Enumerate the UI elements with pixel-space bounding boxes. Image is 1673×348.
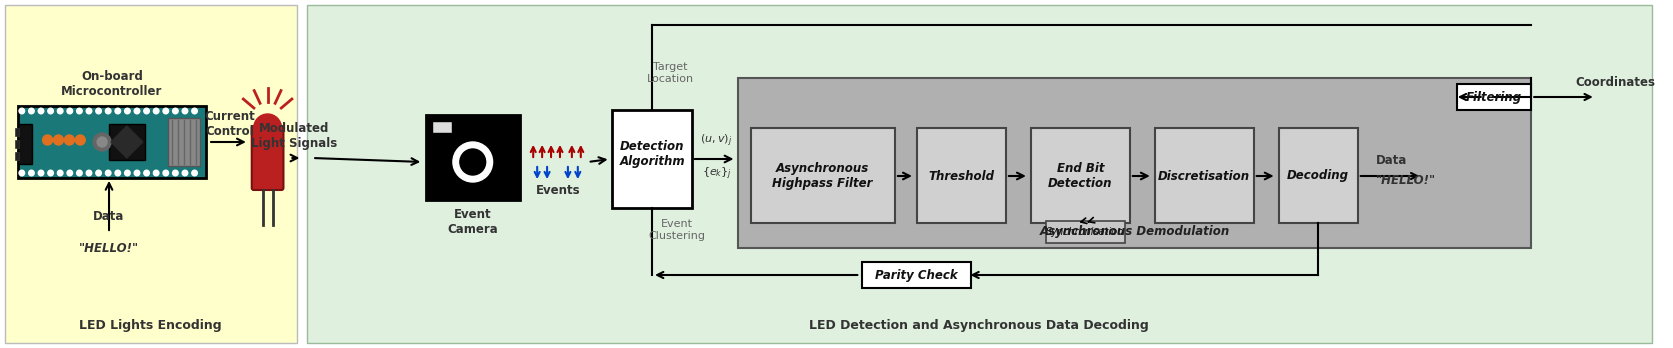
Circle shape [97, 137, 107, 147]
Bar [18, 124, 32, 164]
Bar [751, 128, 895, 223]
Circle shape [49, 108, 54, 114]
Circle shape [105, 170, 110, 176]
Text: Asynchronous Demodulation: Asynchronous Demodulation [1039, 226, 1230, 238]
Circle shape [192, 108, 197, 114]
Text: Filtering: Filtering [1464, 90, 1521, 103]
Circle shape [162, 108, 169, 114]
Circle shape [67, 170, 72, 176]
Circle shape [105, 108, 110, 114]
Circle shape [445, 134, 500, 190]
Text: LED Detection and Asynchronous Data Decoding: LED Detection and Asynchronous Data Deco… [808, 319, 1148, 332]
Bar [612, 110, 691, 208]
Bar [862, 262, 970, 288]
Text: Data: Data [94, 209, 124, 222]
Circle shape [154, 108, 159, 114]
Bar [15, 152, 18, 160]
Text: Event
Camera: Event Camera [447, 208, 499, 236]
Circle shape [57, 170, 64, 176]
Circle shape [124, 170, 130, 176]
Circle shape [95, 170, 102, 176]
Text: LED Lights Encoding: LED Lights Encoding [79, 319, 223, 332]
Circle shape [28, 170, 33, 176]
Bar [1278, 128, 1357, 223]
Circle shape [115, 170, 120, 176]
Circle shape [49, 170, 54, 176]
Circle shape [144, 108, 149, 114]
Bar [109, 124, 144, 160]
Bar [430, 121, 453, 137]
Bar [1046, 221, 1124, 243]
Bar [1456, 84, 1531, 110]
Circle shape [134, 170, 139, 176]
Text: Detection
Algorithm: Detection Algorithm [619, 140, 684, 168]
Text: "HELLO!": "HELLO!" [79, 242, 139, 254]
Text: Synchronisation: Synchronisation [1046, 227, 1124, 237]
Circle shape [64, 135, 74, 145]
Polygon shape [110, 126, 142, 158]
Circle shape [18, 108, 25, 114]
Text: Parity Check: Parity Check [875, 269, 957, 282]
Text: End Bit
Detection: End Bit Detection [1047, 162, 1113, 190]
Text: Decoding: Decoding [1287, 169, 1348, 182]
Text: On-board
Microcontroller: On-board Microcontroller [62, 70, 162, 98]
Text: Discretisation: Discretisation [1158, 169, 1250, 182]
Circle shape [460, 149, 485, 175]
Text: Data: Data [1375, 153, 1407, 166]
Circle shape [67, 108, 72, 114]
Text: "HELLO!": "HELLO!" [1375, 174, 1435, 188]
Circle shape [192, 170, 197, 176]
Circle shape [77, 108, 82, 114]
Text: Target
Location: Target Location [646, 62, 693, 84]
Circle shape [172, 170, 177, 176]
Bar [1154, 128, 1253, 223]
Circle shape [162, 170, 169, 176]
Bar [738, 78, 1531, 248]
Bar [427, 115, 520, 200]
Circle shape [38, 170, 43, 176]
Bar [1031, 128, 1129, 223]
Bar [18, 106, 206, 178]
Circle shape [182, 170, 187, 176]
Circle shape [254, 114, 281, 142]
Circle shape [77, 170, 82, 176]
Circle shape [87, 108, 92, 114]
Circle shape [182, 108, 187, 114]
Text: $\{e_k\}_j$: $\{e_k\}_j$ [701, 166, 731, 182]
Bar [15, 128, 18, 136]
Circle shape [154, 170, 159, 176]
Bar [15, 140, 18, 148]
Bar [917, 128, 1005, 223]
Circle shape [124, 108, 130, 114]
Text: Modulated
Light Signals: Modulated Light Signals [251, 122, 338, 150]
Circle shape [28, 108, 33, 114]
Circle shape [94, 133, 110, 151]
Bar [432, 121, 452, 133]
Circle shape [134, 108, 139, 114]
Circle shape [172, 108, 177, 114]
Circle shape [75, 135, 85, 145]
FancyBboxPatch shape [251, 126, 283, 190]
Circle shape [57, 108, 64, 114]
Circle shape [453, 142, 492, 182]
Circle shape [18, 170, 25, 176]
Circle shape [87, 170, 92, 176]
Circle shape [42, 135, 52, 145]
Text: $(u,v)_j$: $(u,v)_j$ [699, 133, 733, 149]
Circle shape [95, 108, 102, 114]
Bar [169, 118, 201, 166]
Circle shape [144, 170, 149, 176]
Circle shape [54, 135, 64, 145]
Circle shape [38, 108, 43, 114]
Text: Threshold: Threshold [929, 169, 994, 182]
Bar [5, 5, 298, 343]
Bar [308, 5, 1651, 343]
Circle shape [115, 108, 120, 114]
Text: Events: Events [535, 183, 581, 197]
Text: Current
Control: Current Control [204, 110, 256, 138]
Text: Asynchronous
Highpass Filter: Asynchronous Highpass Filter [771, 162, 872, 190]
Text: Event
Clustering: Event Clustering [647, 219, 704, 241]
Text: Coordinates: Coordinates [1574, 77, 1655, 89]
